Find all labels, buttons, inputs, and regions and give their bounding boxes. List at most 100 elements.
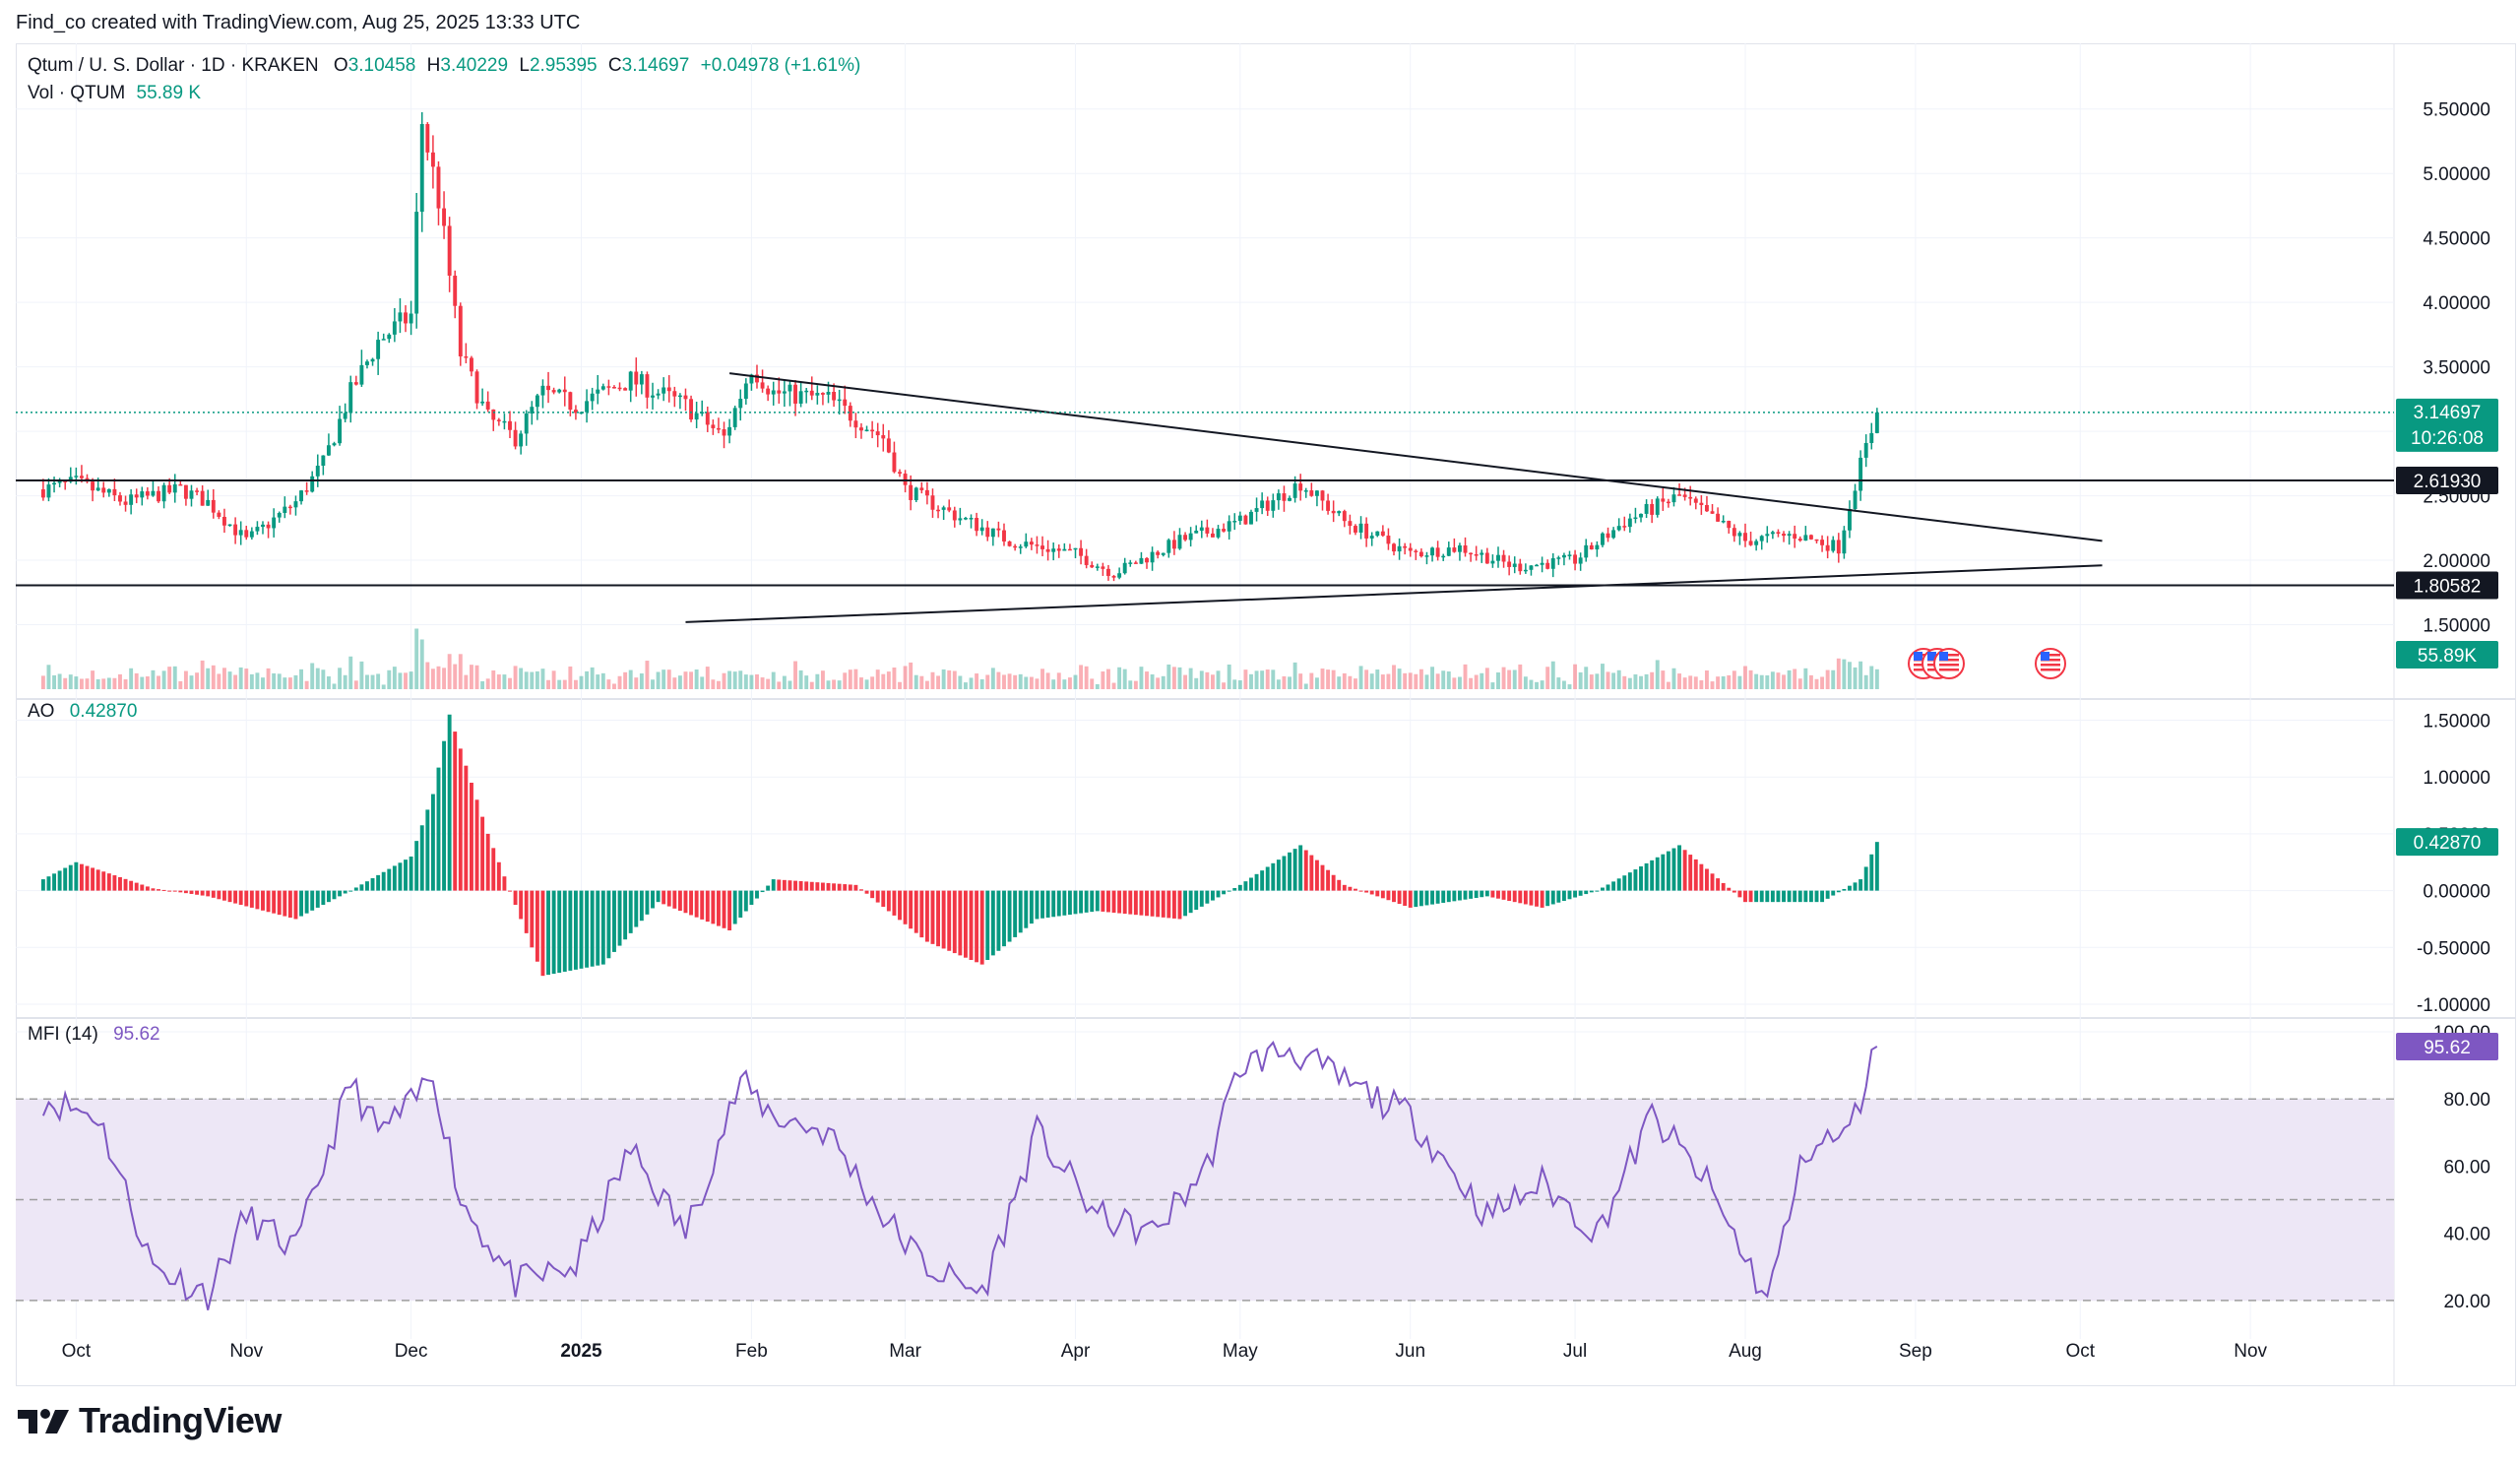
ao-bar [1595,890,1600,892]
ao-bar [700,890,705,920]
volume-bar [106,677,111,689]
volume-bar [1512,669,1517,689]
volume-bar [837,680,842,689]
ao-bar [1441,890,1446,903]
ao-bar [958,890,963,956]
volume-bar [1358,666,1363,689]
x-tick-label: Dec [395,1341,428,1362]
candle-body [777,390,782,394]
volume-bar [568,666,573,689]
volume-bar [195,672,200,689]
x-tick-label: Apr [1061,1341,1091,1362]
candle-body [771,390,776,395]
candle-body [656,393,661,396]
volume-label[interactable]: Vol · QTUM [28,83,126,103]
ao-bar [189,890,194,894]
mfi-label[interactable]: MFI (14) [28,1024,98,1045]
trendline-ascending[interactable] [685,564,2103,623]
volume-bar [157,675,160,689]
volume-bar [1484,668,1489,689]
trendline-descending[interactable] [728,372,2103,542]
us-flag-icon[interactable] [1933,648,1965,679]
candle-body [1380,531,1385,537]
ao-bar [458,748,463,891]
ao-bar [52,873,56,891]
candle-body [1842,530,1847,554]
candle-body [963,518,968,520]
volume-bar [530,671,535,689]
volume-bar [453,664,458,689]
candle-body [936,509,941,512]
candle-body [909,484,914,500]
ao-bar [315,890,320,908]
us-flag-icon[interactable] [2035,648,2066,679]
volume-bar [227,671,232,689]
ao-bar [485,833,490,891]
volume-bar [573,679,578,689]
ao-bar [1743,890,1747,903]
volume-bar [1177,667,1182,689]
tradingview-brand[interactable]: TradingView [18,1400,282,1441]
candle-body [508,420,512,430]
candle-body [353,382,358,385]
candle-body [755,374,759,383]
volume-bar [315,668,320,689]
candle-body [222,516,226,526]
candle-body [1177,535,1182,549]
volume-bar [348,656,353,689]
volume-bar [1787,669,1792,689]
candle-body [727,426,732,436]
volume-bar [996,671,1001,689]
volume-bar [700,676,705,689]
ao-bar [1793,890,1797,903]
volume-bar [562,679,567,689]
ao-bar [1556,890,1561,903]
volume-bar [134,672,139,689]
volume-bar [419,639,424,689]
volume-bar [936,675,941,689]
ao-bar [628,890,633,933]
close-label: C [607,55,622,76]
ao-y-tick-label: 1.00000 [2423,768,2490,789]
ao-bar [145,886,150,891]
volume-bar [1601,664,1605,689]
candle-body [1166,540,1171,553]
candle-body [798,391,803,404]
candle-body [195,490,200,492]
volume-bar [398,672,403,689]
volume-bar [1474,674,1479,689]
candle-body [1309,490,1314,496]
ao-bar [804,881,809,891]
volume-bar [1825,669,1830,689]
ao-label[interactable]: AO [28,701,55,722]
volume-bar [1655,660,1660,689]
ao-bar [474,799,479,891]
volume-bar [1782,674,1786,689]
ao-bar [979,890,984,965]
candle-body [1716,513,1721,522]
ao-bar [1095,890,1100,912]
volume-bar [508,677,512,689]
ao-bar [1710,873,1715,891]
ao-bar [590,890,595,967]
candle-body [1062,548,1067,551]
candle-body [1863,442,1868,458]
volume-bar [924,680,929,689]
volume-bar [1561,680,1566,689]
ao-bar [853,884,858,891]
candle-body [1770,532,1775,535]
level-high-tag-bg [2396,466,2498,494]
ao-bar [249,890,254,908]
symbol-title[interactable]: Qtum / U. S. Dollar · 1D · KRAKEN [28,55,319,76]
ao-bar [798,881,803,891]
candle-body [600,386,605,390]
candle-body [1331,510,1336,514]
candle-body [338,418,343,444]
candle-body [1490,560,1495,564]
volume-bar [1529,679,1534,689]
volume-bar [519,668,524,689]
candle-body [1765,534,1770,537]
mfi-y-tick-label: 80.00 [2443,1090,2490,1111]
candle-body [1210,533,1215,538]
